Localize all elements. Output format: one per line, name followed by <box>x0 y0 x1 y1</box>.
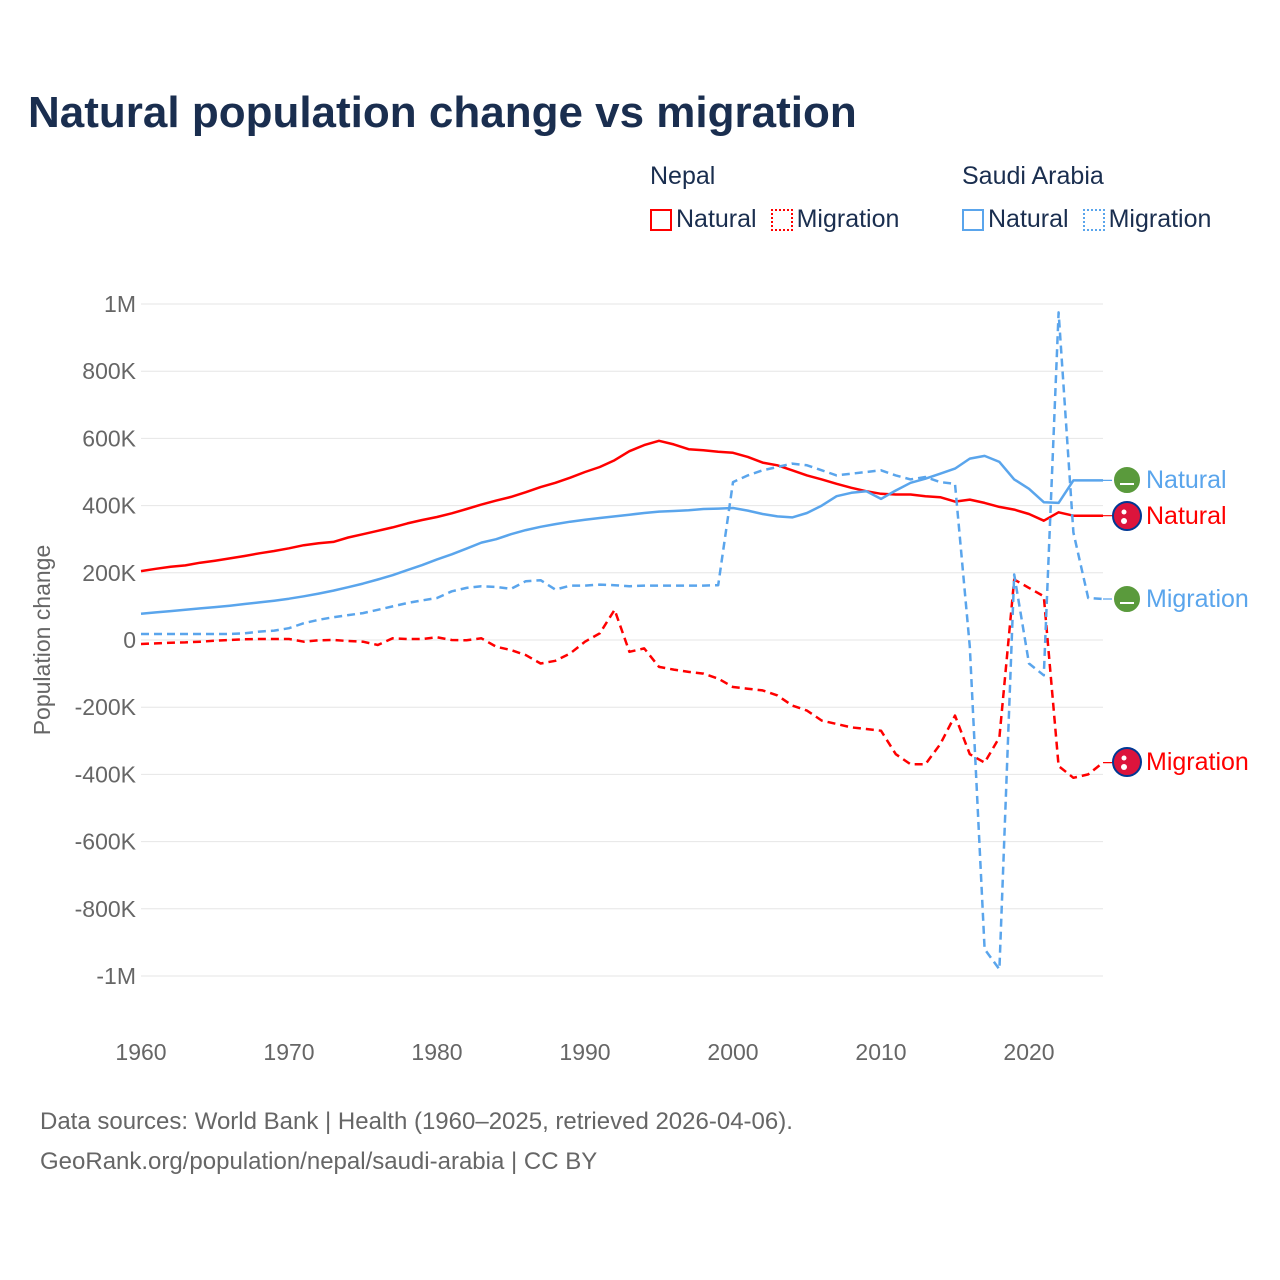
legend-label: Migration <box>1108 205 1212 233</box>
y-tick-label: -800K <box>75 896 137 922</box>
saudi-arabia-flag-icon <box>1112 465 1142 495</box>
end-label: Migration <box>1146 585 1249 613</box>
flag-moon-icon <box>1121 509 1127 515</box>
y-tick-label: 400K <box>82 493 136 519</box>
x-tick-label: 2010 <box>855 1039 906 1065</box>
end-label: Natural <box>1146 502 1227 530</box>
end-label: Migration <box>1146 748 1249 776</box>
y-tick-label: -1M <box>96 963 136 989</box>
y-tick-label: -400K <box>75 761 137 787</box>
nepal-flag-icon <box>1112 501 1142 531</box>
series-line-saudi-arabia-natural <box>140 454 1103 616</box>
x-tick-label: 1960 <box>115 1039 166 1065</box>
solid-swatch-icon <box>650 208 672 231</box>
flag-sun-icon <box>1121 764 1127 770</box>
end-label: Natural <box>1146 466 1227 494</box>
attribution-line: GeoRank.org/population/nepal/saudi-arabi… <box>40 1148 598 1175</box>
y-axis-label: Population change <box>29 545 55 736</box>
x-tick-label: 1980 <box>411 1039 462 1065</box>
saudi-arabia-flag-icon <box>1112 584 1142 614</box>
legend-saudi-migration[interactable]: Migration <box>1082 205 1212 234</box>
series-line-nepal-natural <box>140 439 1103 573</box>
series-line-nepal-migration <box>140 578 1104 780</box>
chart-title: Natural population change vs migration <box>28 88 857 137</box>
flag-sword-icon <box>1120 483 1134 485</box>
y-tick-label: -200K <box>75 694 137 720</box>
legend-group-title: Saudi Arabia <box>962 162 1104 190</box>
source-line: Data sources: World Bank | Health (1960–… <box>40 1108 793 1135</box>
nepal-flag-icon <box>1112 747 1142 777</box>
legend-label: Migration <box>796 205 900 233</box>
y-tick-label: 200K <box>82 560 136 586</box>
legend-nepal-natural[interactable]: Natural <box>650 205 757 234</box>
y-tick-label: 1M <box>104 291 136 317</box>
label-connector <box>1103 762 1113 764</box>
dotted-swatch-icon <box>1082 208 1105 231</box>
legend-nepal: Nepal Natural Migration <box>650 162 899 234</box>
y-tick-label: 0 <box>123 627 136 653</box>
flag-sun-icon <box>1121 518 1127 524</box>
x-tick-label: 1970 <box>263 1039 314 1065</box>
y-tick-label: -600K <box>75 829 137 855</box>
solid-swatch-icon <box>962 208 984 231</box>
legend-group-title: Nepal <box>650 162 716 190</box>
y-tick-label: 600K <box>82 425 136 451</box>
dotted-swatch-icon <box>770 208 793 231</box>
legend-nepal-migration[interactable]: Migration <box>770 205 900 234</box>
x-tick-label: 2000 <box>707 1039 758 1065</box>
x-tick-label: 2020 <box>1003 1039 1054 1065</box>
x-tick-label: 1990 <box>559 1039 610 1065</box>
flag-moon-icon <box>1121 755 1127 761</box>
series-line-saudi-arabia-migration <box>141 311 1104 971</box>
legend-saudi-natural[interactable]: Natural <box>962 205 1069 234</box>
flag-sword-icon <box>1120 602 1134 604</box>
y-tick-label: 800K <box>82 358 136 384</box>
legend-label: Natural <box>988 205 1069 233</box>
legend-saudi-arabia: Saudi Arabia Natural Migration <box>962 162 1211 234</box>
legend-label: Natural <box>676 205 757 233</box>
